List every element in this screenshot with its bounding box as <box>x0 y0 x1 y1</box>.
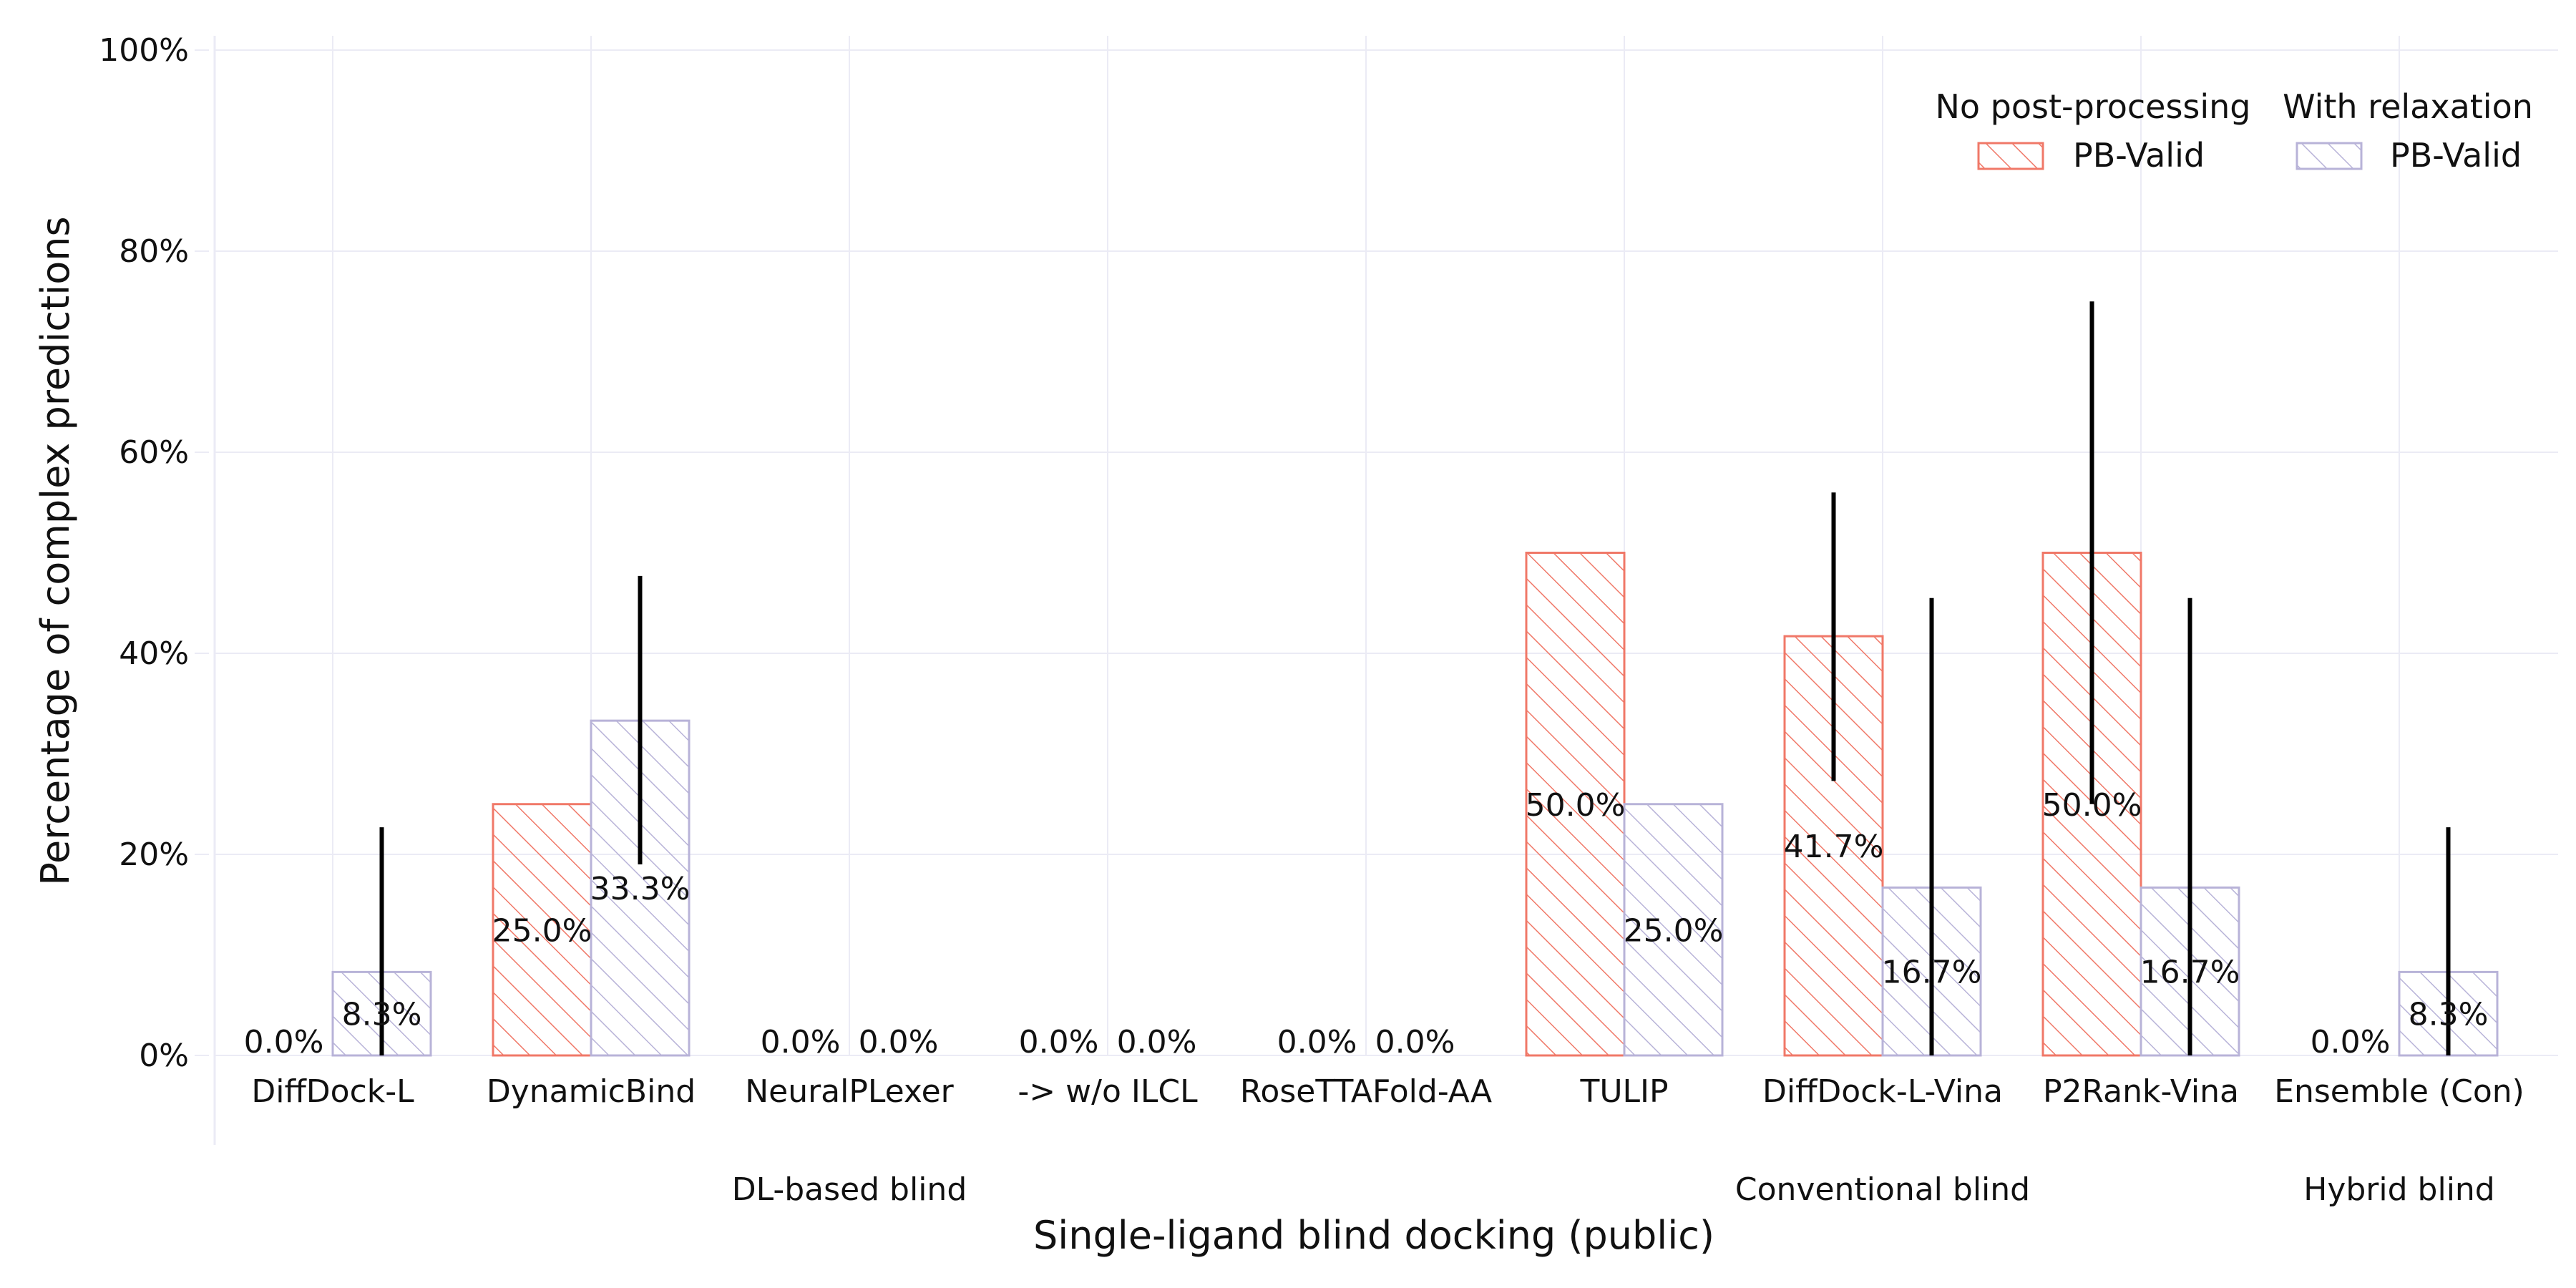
legend-header-with-relaxation: With relaxation <box>2283 87 2533 126</box>
data-label: 16.7% <box>1882 955 1982 991</box>
bar <box>1525 552 1626 1057</box>
data-label: 0.0% <box>1277 1024 1357 1060</box>
x-tick-label: TULIP <box>1579 1073 1668 1110</box>
x-tick-label: P2Rank-Vina <box>2043 1073 2239 1110</box>
x-tick-label: NeuralPLexer <box>745 1073 954 1110</box>
y-axis: 0% 20% 40% 60% 80% 100% <box>99 32 209 1074</box>
data-label: 0.0% <box>244 1024 324 1060</box>
legend-entry-with-relaxation: PB-Valid <box>2390 136 2522 175</box>
x-tick-label: -> w/o ILCL <box>1018 1073 1198 1110</box>
data-label: 25.0% <box>1624 912 1724 949</box>
y-axis-title: Percentage of complex predictions <box>33 216 78 885</box>
x-tick-label: DiffDock-L <box>251 1073 414 1110</box>
x-axis: DiffDock-L DynamicBind NeuralPLexer -> w/o … <box>251 1073 2524 1208</box>
data-label: 50.0% <box>2042 787 2142 824</box>
x-group-label: Conventional blind <box>1735 1171 2030 1208</box>
legend-swatch-with-relaxation <box>2296 142 2363 170</box>
data-label: 8.3% <box>342 997 422 1033</box>
data-label: 25.0% <box>492 912 592 949</box>
data-label: 0.0% <box>1375 1024 1455 1060</box>
data-label: 0.0% <box>2311 1024 2391 1060</box>
y-tick-label: 100% <box>99 32 189 69</box>
legend-entry-no-post-processing: PB-Valid <box>2073 136 2205 175</box>
y-tick-label: 40% <box>119 635 189 672</box>
data-label: 0.0% <box>1019 1024 1099 1060</box>
x-axis-title: Single-ligand blind docking (public) <box>1033 1213 1714 1258</box>
bar <box>1623 803 1724 1057</box>
x-tick-label: DiffDock-L-Vina <box>1762 1073 2003 1110</box>
x-tick-label: Ensemble (Con) <box>2274 1073 2524 1110</box>
y-tick-label: 0% <box>139 1038 189 1074</box>
x-group-label: DL-based blind <box>732 1171 967 1208</box>
data-label: 0.0% <box>761 1024 841 1060</box>
data-label: 0.0% <box>859 1024 939 1060</box>
data-label: 33.3% <box>590 871 691 907</box>
y-tick-label: 20% <box>119 836 189 873</box>
y-tick-label: 60% <box>119 434 189 471</box>
legend: No post-processing With relaxation PB-Va… <box>1935 87 2532 175</box>
x-tick-label: DynamicBind <box>487 1073 696 1110</box>
data-label: 50.0% <box>1526 787 1626 824</box>
legend-header-no-post-processing: No post-processing <box>1935 87 2250 126</box>
x-tick-label: RoseTTAFold-AA <box>1240 1073 1492 1110</box>
data-label: 16.7% <box>2140 955 2240 991</box>
data-labels: 0.0% 25.0% 0.0% 0.0% 0.0% 50.0% 41.7% 50.0% 0.0%… <box>244 787 2489 1060</box>
data-label: 8.3% <box>2409 997 2489 1033</box>
error-bars <box>379 301 2451 1055</box>
x-group-label: Hybrid blind <box>2303 1171 2494 1208</box>
data-label: 41.7% <box>1784 829 1884 865</box>
bar <box>492 803 592 1057</box>
y-tick-label: 80% <box>119 233 189 270</box>
legend-swatch-no-post-processing <box>1977 142 2044 170</box>
data-label: 0.0% <box>1117 1024 1197 1060</box>
